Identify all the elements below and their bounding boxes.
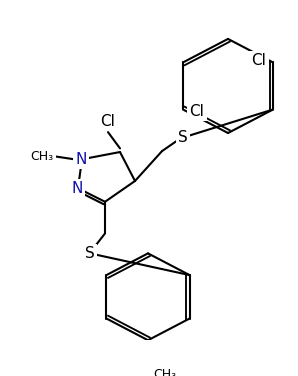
- Text: CH₃: CH₃: [153, 368, 176, 376]
- Text: Cl: Cl: [190, 104, 204, 119]
- Text: S: S: [178, 130, 188, 145]
- Text: CH₃: CH₃: [30, 150, 54, 163]
- Text: N: N: [75, 152, 87, 167]
- Text: S: S: [85, 246, 95, 261]
- Text: N: N: [71, 181, 83, 196]
- Text: Cl: Cl: [100, 114, 115, 129]
- Text: Cl: Cl: [252, 53, 266, 68]
